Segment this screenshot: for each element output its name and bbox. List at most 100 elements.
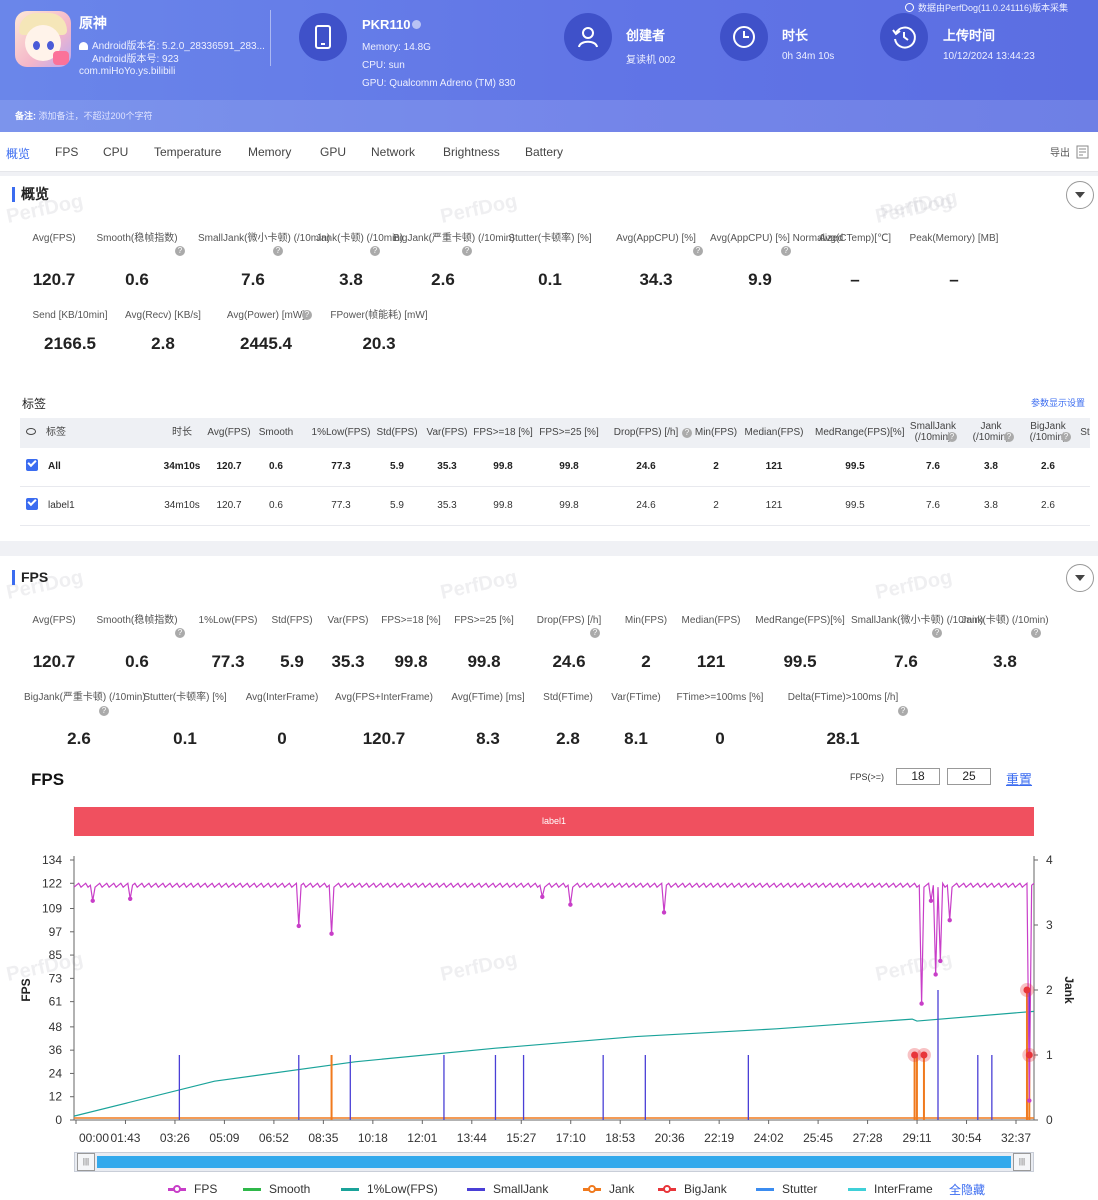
help-icon[interactable]: ?	[932, 628, 942, 638]
help-icon[interactable]: ?	[781, 246, 791, 256]
help-icon[interactable]: ?	[947, 432, 957, 442]
tab-battery[interactable]: Battery	[525, 145, 564, 159]
legend-item[interactable]: 1%Low(FPS)	[341, 1182, 438, 1196]
legend-item[interactable]: Jank	[583, 1182, 634, 1196]
legend-item[interactable]: BigJank	[658, 1182, 727, 1196]
range-handle-right[interactable]: |||	[1013, 1153, 1031, 1171]
legend-item[interactable]: Stutter	[756, 1182, 817, 1196]
table-header-cell[interactable]: MedRange(FPS)[%]	[815, 427, 905, 438]
metric-value: 77.3	[211, 652, 245, 671]
row-checkbox[interactable]	[26, 498, 38, 510]
tab-temperature[interactable]: Temperature	[154, 145, 222, 159]
tab-memory[interactable]: Memory	[248, 145, 292, 159]
package-name: com.miHoYo.ys.bilibili	[79, 66, 176, 77]
metric-value: 7.6	[894, 652, 918, 671]
legend-item[interactable]: InterFrame	[848, 1182, 933, 1196]
tab-overview[interactable]: 概览	[6, 147, 31, 161]
history-small-icon	[905, 3, 914, 12]
metric-value: 99.8	[394, 652, 428, 671]
tab-network[interactable]: Network	[371, 145, 416, 159]
table-header-cell[interactable]: 1%Low(FPS)	[311, 427, 371, 438]
table-header-cell[interactable]: Drop(FPS) [/h]	[613, 427, 679, 438]
help-icon[interactable]: ?	[693, 246, 703, 256]
legend-label: 1%Low(FPS)	[367, 1182, 438, 1196]
legend-item[interactable]: FPS	[168, 1182, 217, 1196]
fps-threshold-input-1[interactable]: 18	[896, 768, 940, 785]
table-header-cell[interactable]: Std(FPS)	[376, 427, 418, 438]
creator-label: 创建者	[626, 28, 666, 43]
table-header-cell[interactable]: Var(FPS)	[426, 427, 468, 438]
tab-fps[interactable]: FPS	[55, 145, 79, 159]
hide-all-button[interactable]: 全隐藏	[949, 1182, 986, 1197]
help-icon[interactable]: ?	[273, 246, 283, 256]
collapse-button[interactable]	[1066, 181, 1094, 209]
table-cell: 35.3	[437, 500, 457, 511]
metric-label: Avg(Power) [mW]	[226, 310, 306, 321]
table-header-cell[interactable]: 时长	[172, 427, 192, 438]
eye-icon[interactable]	[26, 428, 36, 435]
help-icon[interactable]: ?	[590, 628, 600, 638]
table-header-cell[interactable]: Avg(FPS)	[207, 427, 251, 438]
help-icon[interactable]: ?	[1031, 628, 1041, 638]
metric-value: 0	[277, 729, 287, 748]
help-icon[interactable]: ?	[1004, 432, 1014, 442]
help-icon[interactable]: ?	[370, 246, 380, 256]
help-icon[interactable]: ?	[1061, 432, 1071, 442]
range-handle-left[interactable]: |||	[77, 1153, 95, 1171]
table-header-cell[interactable]: Min(FPS)	[694, 427, 738, 438]
help-icon[interactable]: ?	[682, 428, 692, 438]
x-tick-label: 05:09	[209, 1131, 239, 1145]
table-header-cell[interactable]: 标签	[46, 427, 66, 438]
legend-label: FPS	[194, 1182, 218, 1196]
y-tick-label: 12	[49, 1090, 63, 1104]
help-icon[interactable]: ?	[175, 628, 185, 638]
x-tick-label: 30:54	[952, 1131, 982, 1145]
tab-cpu[interactable]: CPU	[103, 145, 129, 159]
range-slider[interactable]: ||| |||	[74, 1152, 1034, 1172]
metric-label: 1%Low(FPS)	[198, 615, 258, 626]
source-note: 数据由PerfDog(11.0.241116)版本采集	[918, 3, 1069, 13]
help-icon[interactable]: ?	[175, 246, 185, 256]
table-header-cell[interactable]: Jank (/10min)	[972, 421, 1010, 443]
help-icon[interactable]: ?	[99, 706, 109, 716]
table-header-cell[interactable]: SmallJank (/10min)	[909, 421, 957, 443]
table-header-cell[interactable]: FPS>=25 [%]	[539, 427, 599, 438]
metric-value: 121	[696, 652, 726, 671]
row-checkbox[interactable]	[26, 459, 38, 471]
table-header-cell[interactable]: Smooth	[258, 427, 294, 438]
collapse-button[interactable]	[1066, 564, 1094, 592]
help-icon[interactable]: ?	[462, 246, 472, 256]
legend-label: InterFrame	[874, 1182, 933, 1196]
legend-item[interactable]: SmallJank	[467, 1182, 548, 1196]
fps-threshold-input-2[interactable]: 25	[947, 768, 991, 785]
note-input[interactable]: 添加备注，不超过200个字符	[38, 111, 153, 121]
reset-button[interactable]: 重置	[1006, 772, 1033, 787]
table-cell: 99.8	[493, 461, 513, 472]
legend-label: Jank	[609, 1182, 635, 1196]
table-header-cell[interactable]: St	[1080, 427, 1090, 438]
table-header-cell[interactable]: Median(FPS)	[744, 427, 804, 438]
tab-gpu[interactable]: GPU	[320, 145, 347, 159]
clock-icon	[720, 13, 768, 61]
device-name: PKR110	[362, 17, 411, 32]
legend-item[interactable]: Smooth	[243, 1182, 310, 1196]
info-icon[interactable]	[412, 20, 422, 29]
table-header-cell[interactable]: FPS>=18 [%]	[473, 427, 533, 438]
metric-label: Stutter(卡顿率) [%]	[143, 692, 227, 703]
big-jank-point	[911, 1051, 919, 1059]
label-band[interactable]: label1	[74, 807, 1034, 836]
duration-label: 时长	[782, 28, 809, 43]
table-cell: 99.5	[845, 500, 865, 511]
help-icon[interactable]: ?	[898, 706, 908, 716]
export-button[interactable]: 导出	[1050, 144, 1090, 159]
watermark: PerfDog	[438, 190, 520, 228]
table-header-cell[interactable]: BigJank (/10min)	[1029, 421, 1067, 443]
tab-brightness[interactable]: Brightness	[443, 145, 500, 159]
metric-value: 0.1	[538, 270, 562, 289]
help-icon[interactable]: ?	[302, 310, 312, 320]
y-tick-label: 61	[49, 995, 63, 1009]
display-settings-link[interactable]: 参数显示设置	[1031, 398, 1086, 408]
source-note-row: 数据由PerfDog(11.0.241116)版本采集	[905, 1, 1068, 14]
table-cell: 121	[765, 500, 783, 511]
